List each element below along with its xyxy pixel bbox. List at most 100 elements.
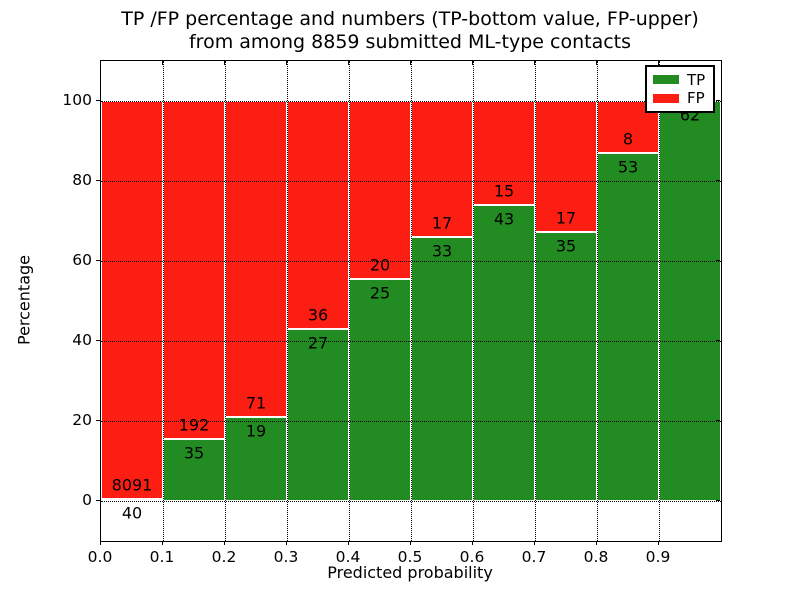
x-tick-label: 0.7 [521, 548, 547, 566]
x-tick-label: 0.6 [459, 548, 485, 566]
x-tick-mark-top [100, 61, 101, 65]
x-gridline [225, 61, 226, 541]
x-tick-mark [658, 541, 659, 545]
fp-count-label: 15 [493, 181, 515, 201]
tp-bar-segment [597, 153, 659, 501]
x-tick-mark-top [162, 61, 163, 65]
legend: TP FP [645, 65, 715, 113]
x-tick-mark [224, 541, 225, 545]
tp-swatch-icon [653, 75, 679, 85]
y-tick-label: 80 [72, 171, 92, 189]
x-tick-mark [286, 541, 287, 545]
tp-bar-segment [473, 204, 535, 501]
chart-title-line2: from among 8859 submitted ML-type contac… [188, 31, 632, 53]
fp-count-label: 36 [307, 305, 329, 325]
plot-area: 8091 40 192 35 71 19 36 27 20 25 17 33 15 43 17 35 8 53 62 [100, 60, 722, 542]
tp-count-label: 43 [493, 209, 515, 229]
x-gridline [163, 61, 164, 541]
fp-bar-segment [225, 101, 287, 417]
tp-bar-segment [659, 101, 721, 501]
fp-count-label: 17 [555, 208, 577, 228]
tp-count-label: 40 [121, 503, 143, 523]
x-tick-mark-top [534, 61, 535, 65]
y-tick-label: 100 [62, 91, 92, 109]
fp-bar-segment [349, 101, 411, 279]
x-tick-mark-top [596, 61, 597, 65]
x-tick-mark [100, 541, 101, 545]
x-gridline [597, 61, 598, 541]
y-tick-mark-right [716, 340, 720, 341]
x-gridline [473, 61, 474, 541]
x-tick-label: 0.3 [273, 548, 299, 566]
x-tick-mark-top [286, 61, 287, 65]
y-tick-label: 0 [82, 491, 92, 509]
tp-bar-segment [349, 278, 411, 501]
x-tick-label: 0.5 [397, 548, 423, 566]
x-gridline [287, 61, 288, 541]
y-tick-mark [96, 260, 100, 261]
tp-count-label: 25 [369, 283, 391, 303]
y-tick-label: 20 [72, 411, 92, 429]
legend-label-fp: FP [687, 89, 705, 108]
x-tick-mark-top [658, 61, 659, 65]
tp-count-label: 33 [431, 241, 453, 261]
y-tick-mark [96, 180, 100, 181]
x-gridline [349, 61, 350, 541]
tp-count-label: 35 [555, 236, 577, 256]
x-tick-mark [596, 541, 597, 545]
x-axis-label: Predicted probability [327, 563, 493, 582]
x-tick-mark [348, 541, 349, 545]
y-tick-mark-right [716, 260, 720, 261]
y-tick-mark-right [716, 180, 720, 181]
y-axis-label: Percentage [14, 254, 34, 346]
fp-count-label: 17 [431, 213, 453, 233]
x-tick-mark-top [410, 61, 411, 65]
tp-bar-segment [535, 231, 597, 501]
fp-count-label: 20 [369, 255, 391, 275]
y-tick-mark-right [716, 420, 720, 421]
fp-count-label: 71 [245, 393, 267, 413]
x-gridline [659, 61, 660, 541]
tp-count-label: 35 [183, 443, 205, 463]
x-tick-label: 0.8 [583, 548, 609, 566]
fp-count-label: 8091 [111, 475, 153, 495]
legend-label-tp: TP [687, 70, 706, 89]
x-tick-mark [410, 541, 411, 545]
y-tick-mark [96, 340, 100, 341]
tp-bar-segment [411, 237, 473, 501]
fp-bar-segment [287, 101, 349, 330]
x-gridline [535, 61, 536, 541]
chart-title-line1: TP /FP percentage and numbers (TP-bottom… [121, 8, 699, 30]
fp-bar-segment [163, 101, 225, 440]
y-tick-mark [96, 500, 100, 501]
x-tick-mark-top [348, 61, 349, 65]
y-tick-mark [96, 420, 100, 421]
x-tick-label: 0.4 [335, 548, 361, 566]
x-tick-mark [472, 541, 473, 545]
x-tick-label: 0.2 [211, 548, 237, 566]
fp-count-label: 192 [178, 415, 210, 435]
x-tick-mark [534, 541, 535, 545]
x-tick-label: 0.1 [149, 548, 175, 566]
tp-bar-segment [287, 329, 349, 501]
fp-count-label: 8 [622, 129, 634, 149]
x-tick-mark [162, 541, 163, 545]
tp-count-label: 27 [307, 333, 329, 353]
fp-swatch-icon [653, 93, 679, 103]
tp-count-label: 53 [617, 157, 639, 177]
y-tick-mark [96, 100, 100, 101]
x-gridline [411, 61, 412, 541]
x-tick-label: 0.9 [645, 548, 671, 566]
y-tick-mark-right [716, 500, 720, 501]
y-tick-label: 60 [72, 251, 92, 269]
legend-entry-fp: FP [653, 90, 707, 106]
chart-title: TP /FP percentage and numbers (TP-bottom… [100, 8, 720, 54]
x-tick-mark-top [472, 61, 473, 65]
x-tick-mark-top [224, 61, 225, 65]
x-tick-label: 0.0 [87, 548, 113, 566]
tp-count-label: 19 [245, 421, 267, 441]
y-tick-label: 40 [72, 331, 92, 349]
y-tick-mark-right [716, 100, 720, 101]
legend-entry-tp: TP [653, 72, 707, 88]
